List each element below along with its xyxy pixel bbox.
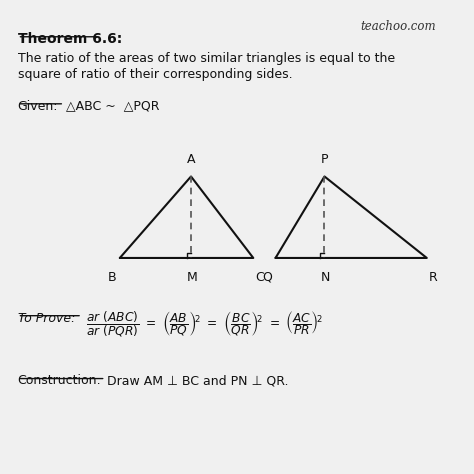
Text: N: N — [321, 271, 330, 284]
Text: M: M — [187, 271, 198, 284]
Text: Q: Q — [263, 271, 273, 284]
Text: C: C — [255, 271, 264, 284]
Text: The ratio of the areas of two similar triangles is equal to the: The ratio of the areas of two similar tr… — [18, 52, 395, 64]
Text: A: A — [187, 153, 195, 166]
Text: teachoo.com: teachoo.com — [360, 20, 436, 34]
Text: square of ratio of their corresponding sides.: square of ratio of their corresponding s… — [18, 68, 292, 82]
Text: B: B — [108, 271, 116, 284]
Text: R: R — [429, 271, 438, 284]
Text: Draw AM ⊥ BC and PN ⊥ QR.: Draw AM ⊥ BC and PN ⊥ QR. — [108, 374, 289, 387]
Text: Construction:: Construction: — [18, 374, 101, 387]
Text: Given:: Given: — [18, 100, 58, 113]
Text: Theorem 6.6:: Theorem 6.6: — [18, 32, 122, 46]
Text: △ABC ~  △PQR: △ABC ~ △PQR — [65, 100, 159, 113]
Text: To Prove:: To Prove: — [18, 311, 75, 325]
Text: $\dfrac{ar\ (ABC)}{ar\ (PQR)}$$\ =\ \left(\dfrac{AB}{PQ}\right)^{\!2}$$\ =\ \lef: $\dfrac{ar\ (ABC)}{ar\ (PQR)}$$\ =\ \lef… — [86, 309, 324, 339]
Text: P: P — [321, 153, 328, 166]
